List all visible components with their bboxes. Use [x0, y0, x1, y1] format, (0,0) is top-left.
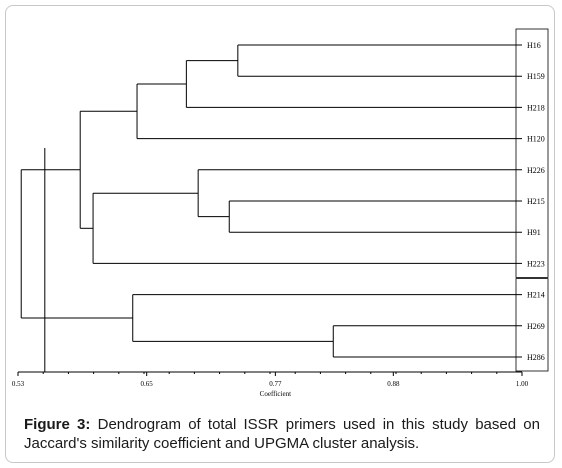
- leaf-label-h226: H226: [527, 166, 545, 175]
- leaf-label-h159: H159: [527, 72, 545, 81]
- leaf-label-h223: H223: [527, 259, 545, 268]
- leaf-label-h120: H120: [527, 135, 545, 144]
- caption-text: Dendrogram of total ISSR primers used in…: [24, 416, 540, 452]
- x-axis-title: Coefficient: [260, 390, 291, 398]
- leaf-label-h91: H91: [527, 228, 541, 237]
- x-tick-label: 0.53: [12, 380, 25, 388]
- leaf-label-h218: H218: [527, 103, 545, 112]
- leaf-label-h269: H269: [527, 322, 545, 331]
- figure-frame: [5, 5, 555, 463]
- group-box-2: [515, 278, 549, 372]
- x-tick-label: 0.88: [387, 380, 400, 388]
- leaf-label-h214: H214: [527, 291, 545, 300]
- figure-caption: Figure 3: Dendrogram of total ISSR prime…: [24, 415, 540, 453]
- leaf-label-h286: H286: [527, 353, 545, 362]
- x-tick-label: 1.00: [516, 380, 529, 388]
- x-tick-label: 0.65: [141, 380, 154, 388]
- group-box-1: [515, 28, 549, 278]
- leaf-label-h16: H16: [527, 41, 541, 50]
- leaf-label-h215: H215: [527, 197, 545, 206]
- caption-label: Figure 3:: [24, 416, 91, 433]
- x-tick-label: 0.77: [269, 380, 282, 388]
